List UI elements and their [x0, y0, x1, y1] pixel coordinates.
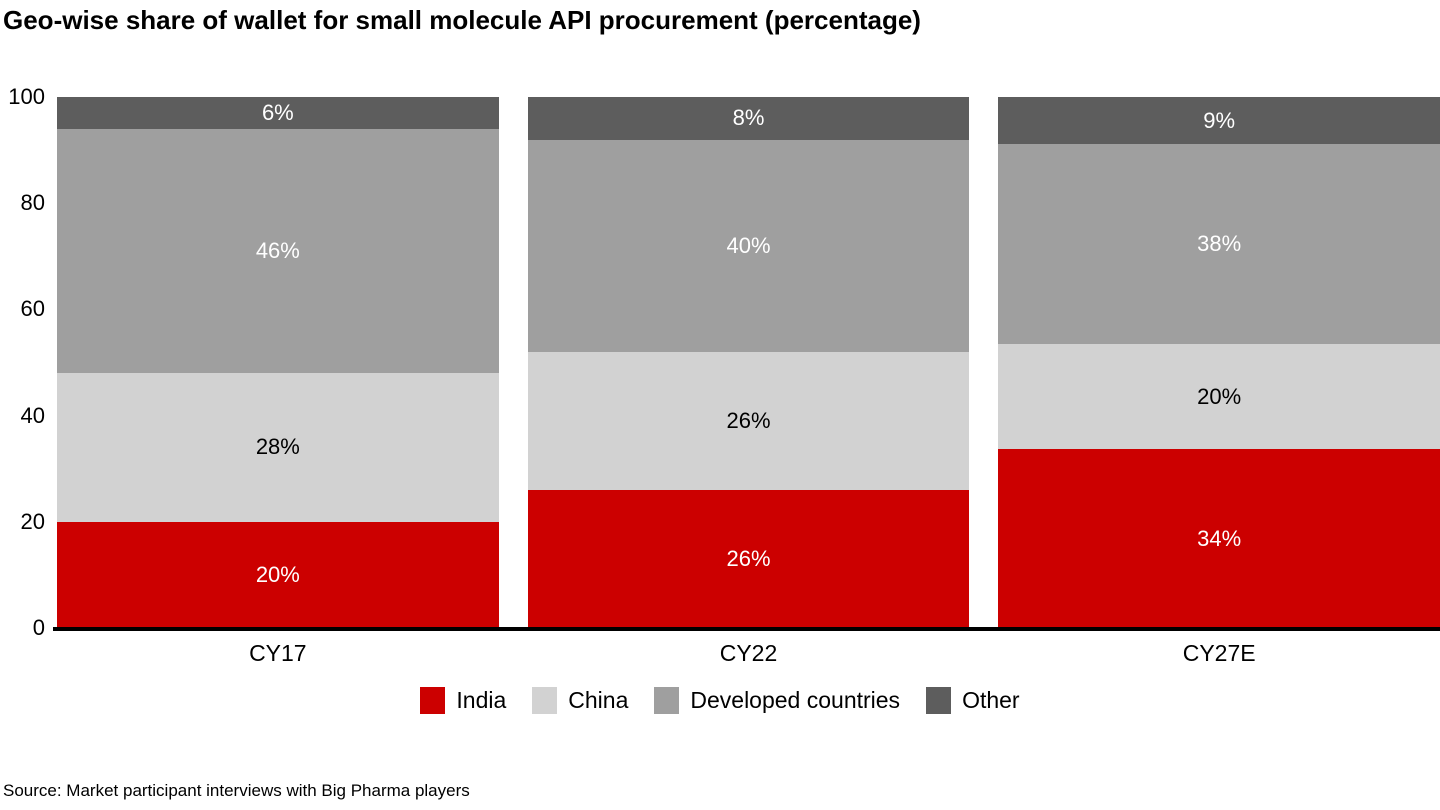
bar-segment-developed-countries: 40%	[527, 139, 970, 352]
plot-area: 20% 28% 46% 6% 26% 26% 40% 8% 34% 20% 38% 9%	[57, 97, 1440, 628]
bar-segment-other: 8%	[527, 97, 970, 140]
bar-segment-india: 20%	[57, 521, 499, 628]
x-axis-label-cy27e: CY27E	[1182, 640, 1256, 666]
bar-segment-other: 6%	[57, 97, 499, 129]
y-axis-tick-label: 100	[8, 84, 45, 109]
legend-label: India	[456, 687, 507, 713]
bar-segment-developed-countries: 46%	[57, 128, 499, 374]
legend-item-china: China	[532, 687, 628, 714]
segment-label: 26%	[726, 407, 771, 433]
bar-segment-china: 20%	[998, 344, 1440, 450]
bar-segment-india: 26%	[527, 489, 970, 628]
bar-segment-other: 9%	[998, 97, 1440, 145]
segment-label: 26%	[726, 545, 771, 571]
stacked-bar-cy22: 26% 26% 40% 8%	[527, 97, 970, 628]
x-axis-label-cy17: CY17	[249, 640, 307, 666]
y-axis-tick-label: 60	[20, 296, 45, 322]
stacked-bar-cy27e: 34% 20% 38% 9%	[998, 97, 1440, 628]
legend-item-india: India	[420, 687, 506, 714]
x-axis-line	[53, 627, 1440, 631]
y-axis-tick-label: 20	[20, 508, 45, 534]
stacked-bar-cy17: 20% 28% 46% 6%	[57, 97, 499, 628]
legend-swatch-icon	[532, 687, 558, 714]
source-note: Source: Market participant interviews wi…	[3, 781, 470, 800]
y-axis-tick-label: 0	[32, 615, 45, 640]
y-axis-tick-label: 80	[20, 190, 45, 216]
legend-label: Developed countries	[690, 687, 901, 713]
segment-label: 38%	[1197, 231, 1242, 257]
segment-label: 6%	[261, 99, 294, 125]
bar-segment-china: 28%	[57, 373, 499, 522]
segment-label: 28%	[255, 434, 300, 460]
y-axis-tick-label: 40	[20, 402, 45, 428]
legend-swatch-icon	[654, 687, 680, 714]
legend-swatch-icon	[926, 687, 952, 714]
segment-label: 40%	[726, 232, 771, 258]
legend-swatch-icon	[420, 687, 446, 714]
x-axis-label-cy22: CY22	[719, 640, 778, 666]
x-axis-labels: CY17 CY22 CY27E	[57, 640, 1440, 667]
segment-label: 9%	[1203, 107, 1236, 133]
legend-label: Other	[962, 687, 1020, 713]
legend-label: China	[568, 687, 629, 713]
segment-label: 46%	[255, 238, 300, 264]
segment-label: 20%	[1197, 383, 1242, 409]
legend-item-developed-countries: Developed countries	[654, 687, 900, 714]
bar-segment-china: 26%	[527, 351, 970, 490]
chart-title: Geo-wise share of wallet for small molec…	[3, 5, 921, 35]
segment-label: 34%	[1197, 525, 1242, 551]
segment-label: 20%	[255, 561, 300, 587]
legend-item-other: Other	[926, 687, 1020, 714]
bar-segment-india: 34%	[998, 449, 1440, 628]
legend: India China Developed countries Other	[0, 687, 1440, 714]
segment-label: 8%	[732, 105, 765, 131]
bar-segment-developed-countries: 38%	[998, 144, 1440, 345]
